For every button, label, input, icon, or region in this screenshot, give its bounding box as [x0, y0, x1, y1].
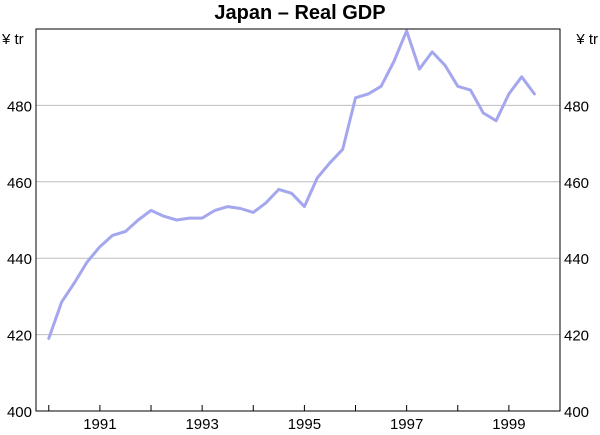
y-tick-label-left: 460 — [7, 175, 32, 192]
chart-title: Japan – Real GDP — [214, 2, 386, 24]
plot-frame — [35, 28, 561, 412]
y-tick-label-right: 440 — [564, 251, 589, 268]
x-tick-label: 1991 — [83, 416, 116, 433]
y-unit-right: ¥ tr — [575, 31, 598, 48]
axis-labels: 400 400 420 420 440 440 460 460 480 480 1991 1993 19… — [7, 98, 589, 433]
y-tick-label-right: 480 — [564, 98, 589, 115]
y-tick-label-left: 440 — [7, 251, 32, 268]
y-tick-label-left: 420 — [7, 328, 32, 345]
x-tick-label: 1999 — [492, 416, 525, 433]
series-line-0 — [47, 29, 536, 340]
gridlines — [36, 104, 560, 336]
axis-ticks — [48, 405, 510, 411]
x-tick-label: 1997 — [390, 416, 423, 433]
x-tick-label: 1995 — [288, 416, 321, 433]
x-tick-label: 1993 — [185, 416, 218, 433]
y-tick-label-left: 480 — [7, 98, 32, 115]
y-tick-label-right: 400 — [564, 404, 589, 421]
y-tick-label-left: 400 — [7, 404, 32, 421]
y-unit-left: ¥ tr — [1, 31, 24, 48]
y-tick-label-right: 460 — [564, 175, 589, 192]
y-tick-label-right: 420 — [564, 328, 589, 345]
series-layer — [47, 29, 536, 340]
